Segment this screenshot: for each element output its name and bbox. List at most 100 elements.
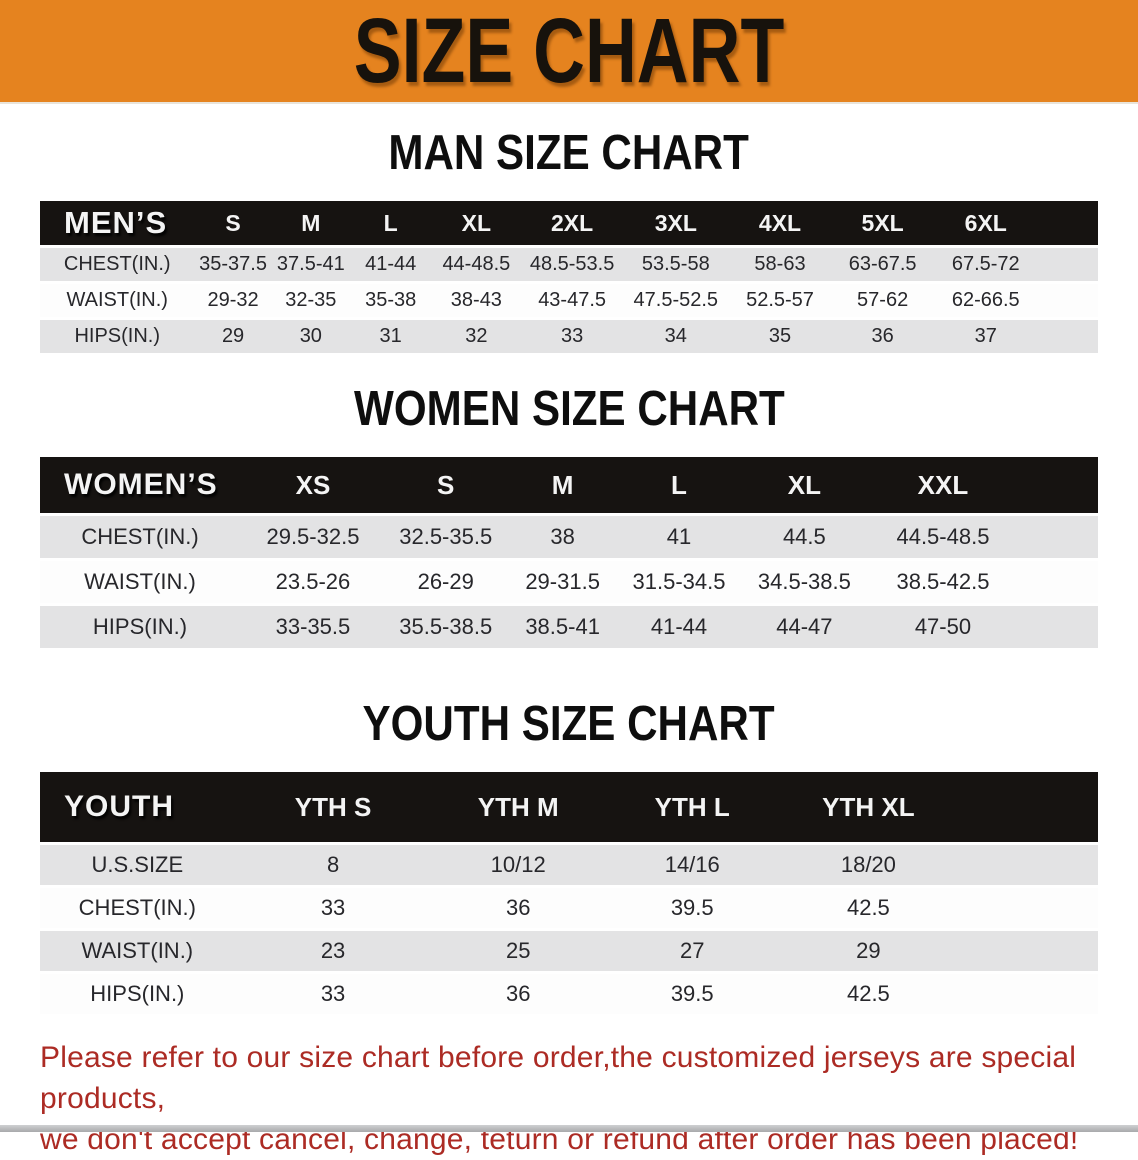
size-value-cell: 23.5-26 xyxy=(239,561,386,603)
size-value-cell: 52.5-57 xyxy=(728,284,832,317)
size-column-header: L xyxy=(349,201,432,245)
size-value-cell: 32 xyxy=(431,320,522,353)
size-value-cell: 33 xyxy=(521,320,623,353)
youth-heading-text: YOUTH SIZE CHART xyxy=(362,697,776,751)
size-value-cell: 29.5-32.5 xyxy=(239,516,386,558)
row-label: CHEST(IN.) xyxy=(40,516,240,558)
size-column-header: XS xyxy=(239,457,386,513)
header-filler xyxy=(957,772,1098,842)
size-value-cell: 47.5-52.5 xyxy=(622,284,729,317)
row-filler xyxy=(1037,320,1098,353)
size-value-cell: 39.5 xyxy=(604,888,780,928)
size-value-cell: 35-37.5 xyxy=(194,248,272,281)
size-value-cell: 35 xyxy=(728,320,832,353)
size-value-cell: 62-66.5 xyxy=(933,284,1038,317)
size-value-cell: 63-67.5 xyxy=(831,248,934,281)
women-section-heading: WOMEN SIZE CHART xyxy=(0,384,1138,434)
size-column-header: XL xyxy=(431,201,522,245)
row-label: U.S.SIZE xyxy=(40,845,235,885)
row-filler xyxy=(1015,516,1098,558)
size-column-header: YTH L xyxy=(604,772,780,842)
size-column-header: YTH S xyxy=(234,772,432,842)
disclaimer-line-1: Please refer to our size chart before or… xyxy=(40,1041,1077,1115)
size-value-cell: 35-38 xyxy=(349,284,432,317)
size-column-header: YTH M xyxy=(431,772,605,842)
table-header-label: WOMEN’S xyxy=(40,457,240,513)
size-value-cell: 41-44 xyxy=(349,248,432,281)
size-value-cell: 31.5-34.5 xyxy=(619,561,739,603)
size-value-cell: 30 xyxy=(271,320,350,353)
size-value-cell: 32-35 xyxy=(271,284,350,317)
size-value-cell: 53.5-58 xyxy=(622,248,729,281)
size-value-cell: 38-43 xyxy=(431,284,522,317)
size-value-cell: 38.5-42.5 xyxy=(870,561,1016,603)
size-value-cell: 41-44 xyxy=(619,606,739,648)
size-value-cell: 67.5-72 xyxy=(933,248,1038,281)
row-label: WAIST(IN.) xyxy=(40,284,195,317)
size-value-cell: 42.5 xyxy=(779,888,958,928)
size-value-cell: 36 xyxy=(431,888,605,928)
size-value-cell: 38.5-41 xyxy=(505,606,620,648)
men-size-table-slot: MEN’S S M L XL 2XL 3XL 4XL 5XL 6XL CHEST(IN.) 35-37… xyxy=(40,198,1098,356)
row-label: CHEST(IN.) xyxy=(40,888,235,928)
size-value-cell: 27 xyxy=(604,931,780,971)
size-column-header: M xyxy=(271,201,350,245)
size-column-header: S xyxy=(385,457,506,513)
row-label: WAIST(IN.) xyxy=(40,931,235,971)
row-filler xyxy=(1037,248,1098,281)
table-header-label: MEN’S xyxy=(40,201,195,245)
size-value-cell: 23 xyxy=(234,931,432,971)
table-row: WAIST(IN.) 23 25 27 29 xyxy=(40,931,1098,971)
row-label: CHEST(IN.) xyxy=(40,248,195,281)
bottom-border-strip xyxy=(0,1125,1138,1132)
row-filler xyxy=(1015,606,1098,648)
size-value-cell: 33 xyxy=(234,974,432,1014)
table-row: WAIST(IN.) 23.5-26 26-29 29-31.5 31.5-34.5 34… xyxy=(40,561,1098,603)
size-column-header: 6XL xyxy=(933,201,1038,245)
size-value-cell: 34 xyxy=(622,320,729,353)
table-row: WAIST(IN.) 29-32 32-35 35-38 38-43 43-47.5 47.… xyxy=(40,284,1098,317)
size-value-cell: 44.5-48.5 xyxy=(870,516,1016,558)
size-column-header: 2XL xyxy=(521,201,623,245)
size-value-cell: 44-48.5 xyxy=(431,248,522,281)
size-value-cell: 35.5-38.5 xyxy=(385,606,506,648)
size-value-cell: 31 xyxy=(349,320,432,353)
size-value-cell: 25 xyxy=(431,931,605,971)
size-column-header: M xyxy=(505,457,620,513)
size-value-cell: 29 xyxy=(194,320,272,353)
size-value-cell: 58-63 xyxy=(728,248,832,281)
size-value-cell: 26-29 xyxy=(385,561,506,603)
youth-size-table: YOUTH YTH S YTH M YTH L YTH XL U.S.SIZE 8 10/12… xyxy=(40,769,1098,1017)
header-filler xyxy=(1037,201,1098,245)
size-value-cell: 41 xyxy=(619,516,739,558)
table-row: U.S.SIZE 8 10/12 14/16 18/20 xyxy=(40,845,1098,885)
size-value-cell: 44-47 xyxy=(738,606,871,648)
women-size-section: WOMEN SIZE CHART WOMEN’S XS S M L XL XXL CHEST(… xyxy=(0,384,1138,651)
size-value-cell: 33-35.5 xyxy=(239,606,386,648)
size-value-cell: 48.5-53.5 xyxy=(521,248,623,281)
size-chart-banner: SIZE CHART xyxy=(0,0,1138,104)
size-value-cell: 43-47.5 xyxy=(521,284,623,317)
size-value-cell: 34.5-38.5 xyxy=(738,561,871,603)
size-value-cell: 10/12 xyxy=(431,845,605,885)
size-value-cell: 29-31.5 xyxy=(505,561,620,603)
size-value-cell: 8 xyxy=(234,845,432,885)
row-label: HIPS(IN.) xyxy=(40,606,240,648)
row-label: HIPS(IN.) xyxy=(40,320,195,353)
table-row: HIPS(IN.) 29 30 31 32 33 34 35 36 37 xyxy=(40,320,1098,353)
table-row: CHEST(IN.) 35-37.5 37.5-41 41-44 44-48.5 48.5… xyxy=(40,248,1098,281)
women-size-table-slot: WOMEN’S XS S M L XL XXL CHEST(IN.) 29.5-32.5 32.5… xyxy=(40,454,1098,651)
banner-title: SIZE CHART xyxy=(353,0,785,102)
size-column-header: 4XL xyxy=(728,201,832,245)
table-row: CHEST(IN.) 33 36 39.5 42.5 xyxy=(40,888,1098,928)
size-column-header: XL xyxy=(738,457,871,513)
table-header-row: MEN’S S M L XL 2XL 3XL 4XL 5XL 6XL xyxy=(40,201,1098,245)
row-filler xyxy=(957,888,1098,928)
men-size-section: MAN SIZE CHART MEN’S S M L XL 2XL 3XL 4XL 5XL 6XL… xyxy=(0,128,1138,356)
row-filler xyxy=(1037,284,1098,317)
size-value-cell: 47-50 xyxy=(870,606,1016,648)
row-filler xyxy=(957,931,1098,971)
youth-section-heading: YOUTH SIZE CHART xyxy=(0,699,1138,749)
size-value-cell: 29 xyxy=(779,931,958,971)
youth-size-table-slot: YOUTH YTH S YTH M YTH L YTH XL U.S.SIZE 8 10/12… xyxy=(40,769,1098,1017)
